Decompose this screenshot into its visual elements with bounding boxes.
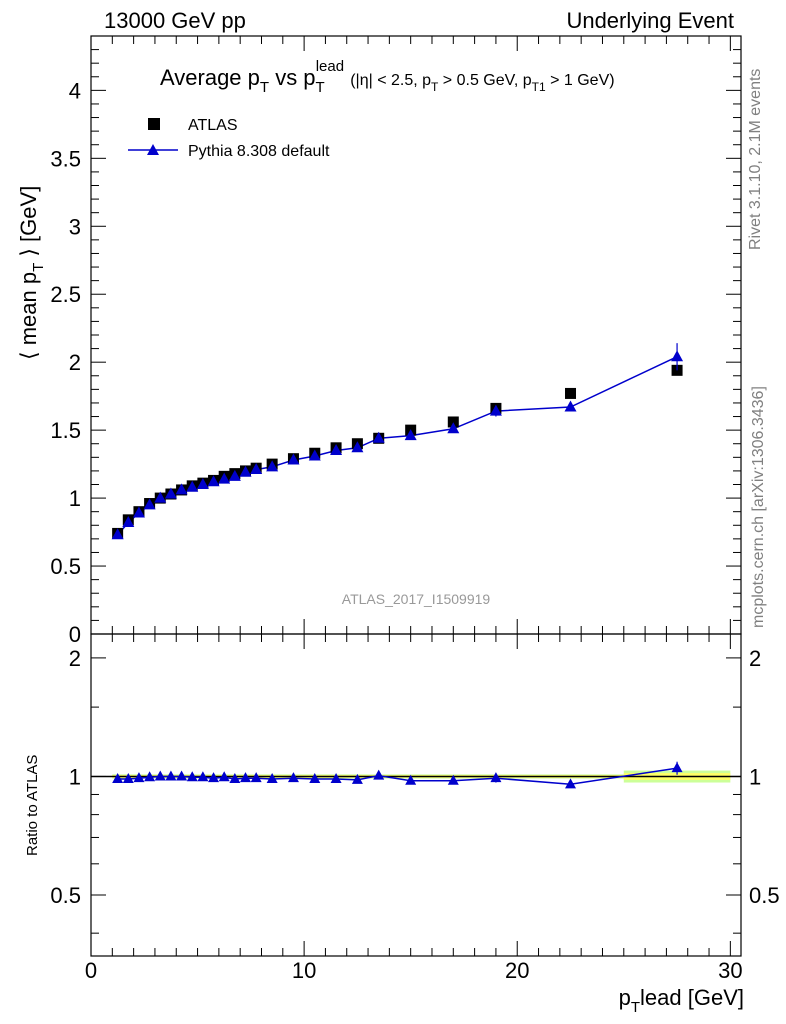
main-y-tick-label: 3.5	[50, 146, 81, 171]
ratio-y-tick-label: 2	[69, 646, 81, 671]
ratio-mc-point	[165, 770, 177, 781]
mc-point	[239, 465, 252, 477]
mc-point	[330, 444, 343, 456]
main-panel: 0 0.5 1 1.5 2 2.5 3 3.5 4	[50, 35, 742, 647]
mc-point	[122, 516, 135, 528]
mc-point	[175, 483, 188, 495]
mc-point	[564, 400, 577, 412]
ratio-mc-point	[144, 771, 156, 782]
atlas-point	[565, 387, 577, 399]
mc-point	[186, 480, 199, 492]
ratio-frame	[90, 633, 742, 957]
mc-point	[671, 350, 684, 362]
ratio-mc-point	[447, 774, 459, 785]
mc-series-line	[117, 356, 678, 536]
ratio-y-tick-label: 1	[69, 764, 81, 789]
main-y-tick-label: 0.5	[50, 554, 81, 579]
mc-point	[372, 431, 385, 443]
ratio-y-tick-label-right: 2	[749, 646, 761, 671]
legend-marker-atlas	[148, 118, 160, 130]
mc-point	[132, 506, 145, 518]
x-tick-label: 10	[292, 958, 316, 983]
mc-point	[404, 429, 417, 441]
mc-point	[164, 487, 177, 499]
ratio-mc-point	[565, 778, 577, 789]
mc-point	[308, 449, 321, 461]
ratio-mc-point	[671, 762, 683, 773]
main-y-tick-label: 2	[69, 350, 81, 375]
x-axis-label: pTlead [GeV]	[619, 985, 744, 1016]
x-tick-label: 30	[718, 958, 742, 983]
ratio-mc-point	[490, 772, 502, 783]
ratio-mc-point	[373, 769, 385, 780]
legend: ATLAS Pythia 8.308 default	[128, 117, 330, 160]
mc-point	[228, 469, 241, 481]
ratio-mc-point	[176, 770, 188, 781]
ratio-y-axis-label: Ratio to ATLAS	[24, 755, 41, 856]
ratio-panel: 0 10 20 30 0.5 0.5 1 1 2 2	[50, 633, 780, 983]
ratio-mc-point	[405, 774, 417, 785]
ratio-mc-point	[309, 773, 321, 784]
main-y-tick-label: 4	[69, 78, 81, 103]
ratio-y-tick-label: 0.5	[50, 883, 81, 908]
mc-point	[266, 460, 279, 472]
mc-point	[250, 463, 263, 475]
ratio-mc-point	[112, 773, 124, 784]
mc-point	[154, 491, 167, 503]
legend-marker-mc	[147, 144, 159, 155]
rivet-label: Rivet 3.1.10, 2.1M events	[747, 69, 764, 250]
mc-point	[111, 528, 124, 540]
mcplots-label: mcplots.cern.ch [arXiv:1306.3436]	[750, 386, 767, 628]
main-y-tick-label: 1.5	[50, 418, 81, 443]
mc-point	[218, 472, 231, 484]
ratio-mc-point	[287, 772, 299, 783]
ratio-mc-point	[240, 772, 252, 783]
main-y-tick-label: 1	[69, 486, 81, 511]
ratio-mc-point	[208, 772, 220, 783]
ratio-mc-point	[351, 773, 363, 784]
mc-point	[143, 498, 156, 510]
main-y-tick-label: 0	[69, 622, 81, 647]
ratio-y-tick-label-right: 1	[749, 764, 761, 789]
mc-point	[287, 453, 300, 465]
legend-label-mc: Pythia 8.308 default	[188, 143, 330, 160]
ratio-mc-point	[186, 771, 198, 782]
ratio-mc-point	[266, 773, 278, 784]
header-right: Underlying Event	[566, 8, 734, 33]
ratio-mc-point	[229, 773, 241, 784]
ratio-mc-point	[133, 772, 145, 783]
header-left: 13000 GeV pp	[104, 8, 246, 33]
main-y-axis-label: ⟨ mean pT ⟩ [GeV]	[16, 186, 47, 360]
mc-point	[351, 441, 364, 453]
ratio-mc-point	[197, 771, 209, 782]
main-y-tick-label: 2.5	[50, 282, 81, 307]
ratio-y-tick-label-right: 0.5	[749, 883, 780, 908]
ratio-mc-point	[330, 773, 342, 784]
ratio-mc-point	[250, 772, 262, 783]
x-tick-label: 20	[505, 958, 529, 983]
mc-point	[489, 404, 502, 416]
ratio-mc-point	[154, 770, 166, 781]
atlas-point	[447, 416, 459, 428]
mc-point	[196, 478, 209, 489]
ratio-mc-point	[218, 771, 230, 782]
mc-point	[447, 422, 460, 434]
mc-point	[207, 475, 220, 487]
legend-label-atlas: ATLAS	[188, 117, 238, 134]
main-y-tick-label: 3	[69, 214, 81, 239]
plot-title: Average pT vs pTlead (|η| < 2.5, pT > 0.…	[160, 58, 615, 96]
analysis-id: ATLAS_2017_I1509919	[342, 591, 491, 607]
ratio-mc-point	[122, 773, 134, 784]
x-tick-label: 0	[85, 958, 97, 983]
